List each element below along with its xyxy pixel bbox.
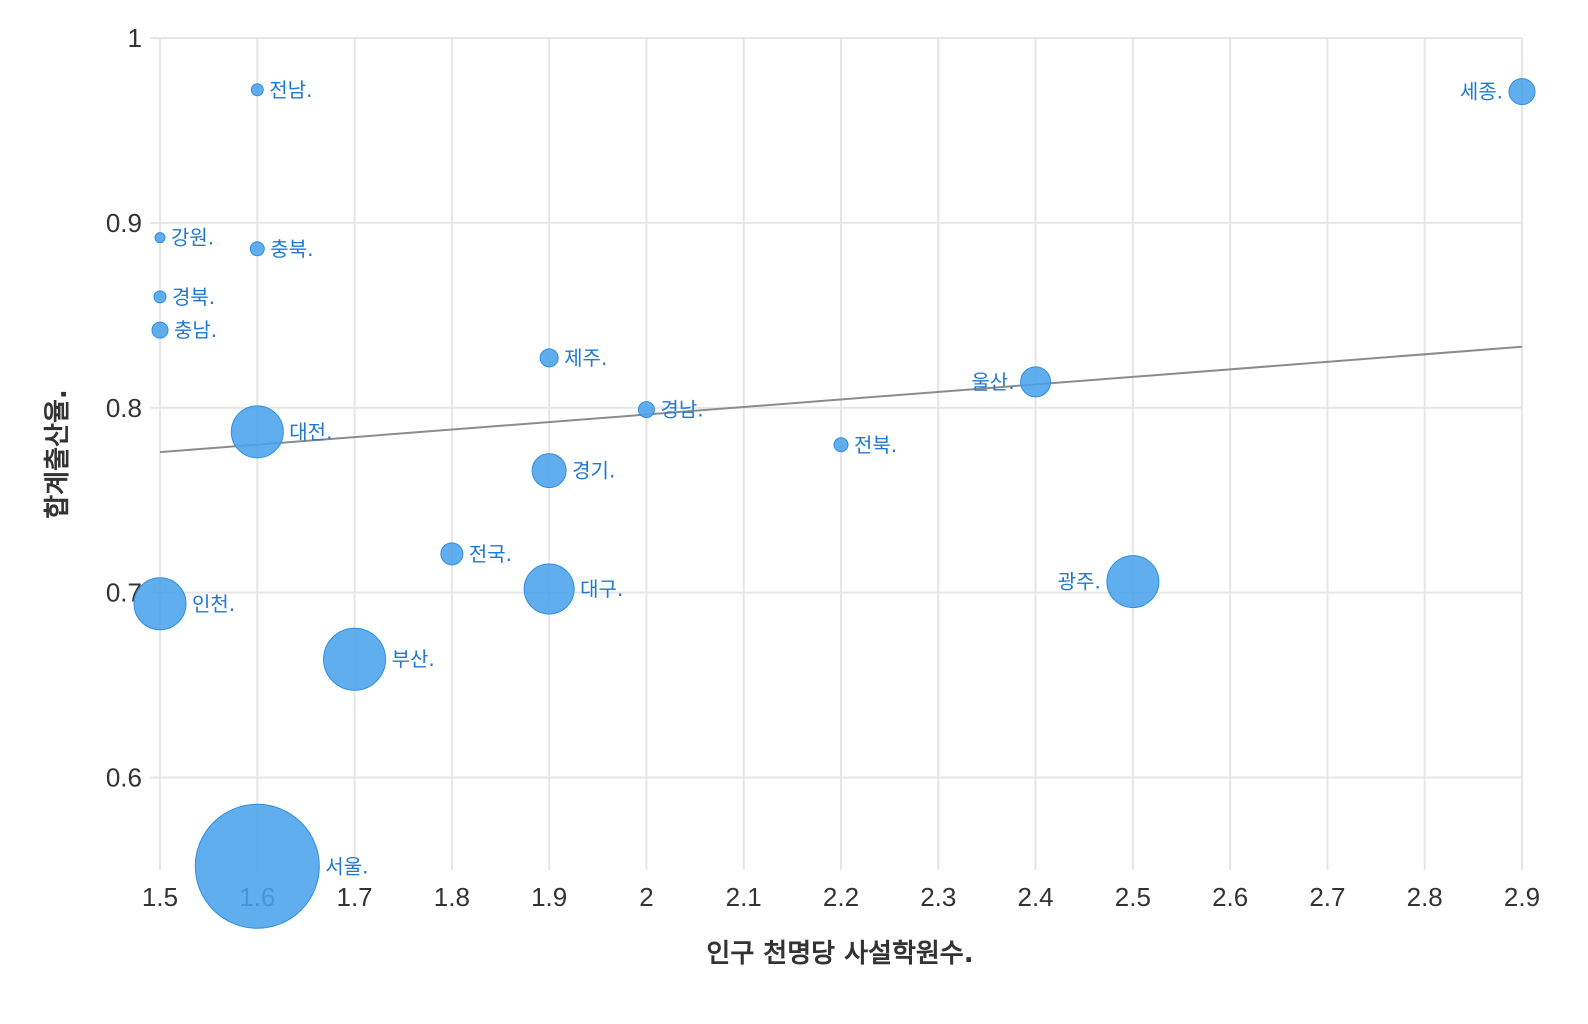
y-axis-title: 합계출산율.: [43, 389, 73, 518]
bubble-point[interactable]: [531, 453, 567, 489]
bubble-point[interactable]: [1020, 366, 1052, 398]
bubble-point[interactable]: [833, 437, 849, 453]
point-label: 강원.: [171, 226, 214, 250]
point-label: 인천.: [192, 592, 235, 616]
x-tick-label: 2.6: [1212, 882, 1248, 912]
point-label: 울산.: [971, 370, 1014, 394]
y-tick-label: 1: [128, 23, 142, 53]
bubble-point[interactable]: [153, 290, 167, 304]
point-label: 전남.: [269, 78, 312, 102]
gridlines: [150, 37, 1523, 870]
point-labels-group: 서울. 부산. 대구. 인천. 광주. 대전. 울산. 세종. 경기. 강원. 충북. 충남. 전북. 전…: [171, 78, 1503, 879]
x-tick-label: 1.7: [336, 882, 372, 912]
point-label: 경북.: [172, 285, 215, 309]
bubble-point[interactable]: [1106, 555, 1160, 609]
x-tick-label: 2: [639, 882, 653, 912]
point-label: 제주.: [564, 346, 607, 370]
point-label: 경남.: [660, 398, 703, 422]
point-label: 세종.: [1460, 80, 1503, 104]
x-tick-label: 2.9: [1504, 882, 1540, 912]
x-tick-label: 2.3: [920, 882, 956, 912]
point-label: 서울.: [325, 854, 368, 878]
point-label: 광주.: [1058, 570, 1101, 594]
bubble-point[interactable]: [1508, 78, 1536, 106]
x-tick-label: 2.5: [1115, 882, 1151, 912]
bubble-point[interactable]: [250, 83, 264, 97]
y-tick-label: 0.9: [106, 208, 142, 238]
bubble-point[interactable]: [154, 232, 166, 244]
point-label: 전북.: [854, 433, 897, 457]
x-tick-label: 2.8: [1407, 882, 1443, 912]
y-axis-ticks: 0.60.70.80.91: [106, 23, 142, 793]
x-tick-label: 2.4: [1017, 882, 1053, 912]
bubble-point[interactable]: [230, 405, 284, 459]
x-tick-label: 2.2: [823, 882, 859, 912]
point-label: 충북.: [270, 237, 313, 261]
bubble-point[interactable]: [440, 542, 464, 566]
bubbles-group: [133, 78, 1536, 929]
x-axis-title: 인구 천명당 사설학원수.: [706, 939, 973, 969]
trendline-group: [159, 345, 1523, 454]
trendline: [159, 345, 1523, 454]
bubble-point[interactable]: [637, 401, 655, 419]
point-label: 대전.: [289, 420, 332, 444]
bubble-point[interactable]: [133, 577, 187, 631]
bubble-point[interactable]: [151, 321, 169, 339]
point-label: 부산.: [392, 647, 435, 671]
point-label: 충남.: [174, 318, 217, 342]
y-tick-label: 0.8: [106, 393, 142, 423]
bubble-point[interactable]: [194, 803, 320, 929]
point-label: 경기.: [572, 459, 615, 483]
y-tick-label: 0.6: [106, 763, 142, 793]
point-label: 전국.: [469, 542, 512, 566]
bubble-point[interactable]: [249, 241, 265, 257]
bubble-point[interactable]: [523, 563, 575, 615]
x-tick-label: 1.5: [142, 882, 178, 912]
bubble-point[interactable]: [539, 348, 559, 368]
bubble-point[interactable]: [323, 627, 387, 691]
x-tick-label: 1.9: [531, 882, 567, 912]
x-tick-label: 1.8: [434, 882, 470, 912]
x-tick-label: 2.7: [1309, 882, 1345, 912]
point-label: 대구.: [580, 577, 623, 601]
x-axis-ticks: 1.51.61.71.81.922.12.22.32.42.52.62.72.8…: [142, 882, 1540, 912]
x-tick-label: 2.1: [726, 882, 762, 912]
